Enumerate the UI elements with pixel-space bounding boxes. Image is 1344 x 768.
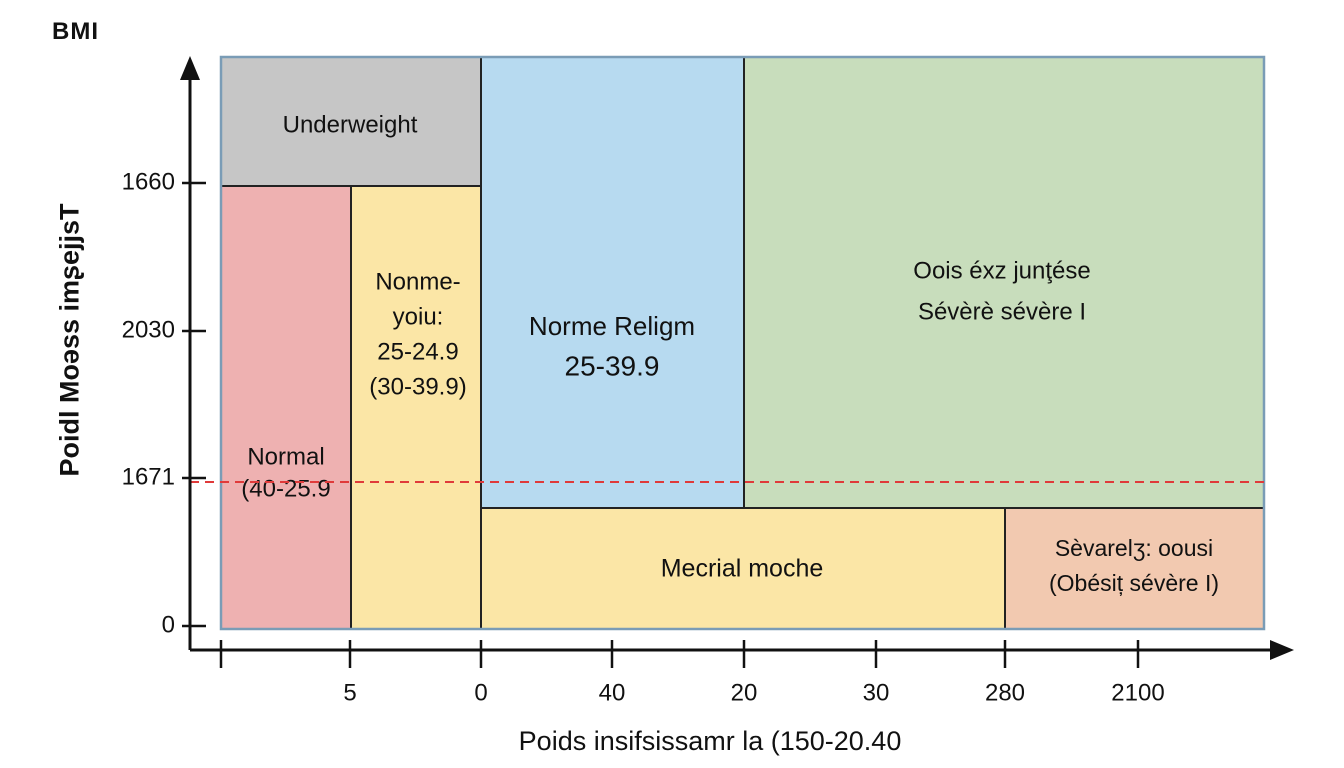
region-normal-fill [220, 185, 352, 630]
region-nonme-yoiu-fill [350, 185, 482, 630]
region-nonme-yoiu: Nonme-yoiu: 25-24.9 (30-39.9) [350, 185, 482, 630]
region-oois: Oois éxz junţése Sévèrè sévère I [743, 56, 1265, 509]
y-tick-label-0: 1660 [122, 168, 175, 195]
y-tick-label-1: 2030 [122, 316, 175, 343]
region-norme-religm: Norme Religm 25-39.9 [480, 56, 745, 509]
region-sevarelp-label-1: (Obésiț sévère I) [1049, 570, 1219, 596]
region-oois-label-1: Sévèrè sévère I [918, 298, 1086, 325]
region-normal-label-0: Normal [247, 443, 324, 470]
region-mecrial-moche: Mecrial moche [480, 507, 1006, 630]
region-nonme-yoiu-label-1: yoiu: [393, 303, 444, 330]
region-oois-label-0: Oois éxz junţése [913, 257, 1090, 284]
y-axis-arrow [180, 56, 200, 80]
frame-layer [190, 55, 1266, 631]
region-norme-religm-label-1: 25-39.9 [565, 350, 660, 381]
x-tick-label-6: 2100 [1111, 679, 1164, 706]
x-tick-label-4: 30 [863, 679, 890, 706]
region-sevarelp-fill [1004, 507, 1265, 630]
x-tick-label-0: 5 [343, 679, 356, 706]
x-tick-label-5: 280 [985, 679, 1025, 706]
region-sevarelp: Sèvarelʒ: oousi (Obésiț sévère I) [1004, 507, 1265, 630]
plot-frame [219, 55, 1266, 631]
region-nonme-yoiu-label-2: 25-24.9 [377, 338, 458, 365]
region-sevarelp-label-0: Sèvarelʒ: oousi [1055, 535, 1213, 561]
y-tick-label-3: 0 [162, 611, 175, 638]
x-tick-label-2: 40 [599, 679, 626, 706]
x-axis-label: Poids insifsissamr la (150-20.40 [518, 726, 902, 756]
x-tick-label-3: 20 [731, 679, 758, 706]
region-underweight-label-0: Underweight [283, 111, 418, 138]
region-underweight: Underweight [220, 56, 482, 187]
region-nonme-yoiu-label-0: Nonme- [375, 268, 460, 295]
region-norme-religm-fill [480, 56, 745, 509]
x-axis-arrow [1270, 640, 1294, 660]
region-mecrial-moche-label-0: Mecrial moche [661, 555, 824, 583]
region-nonme-yoiu-label-3: (30-39.9) [369, 373, 466, 400]
region-mecrial-moche-fill [480, 507, 1006, 630]
y-tick-label-2: 1671 [122, 463, 175, 490]
regions-layer: Underweight Normal (40-25.9 Nonme-yoiu: 25-2… [220, 56, 1265, 630]
x-tick-label-1: 0 [474, 679, 487, 706]
chart-corner-label: BMI [52, 18, 99, 45]
region-normal-label-1: (40-25.9 [241, 475, 330, 502]
region-norme-religm-label-0: Norme Religm [529, 311, 695, 341]
region-normal: Normal (40-25.9 [220, 185, 352, 630]
